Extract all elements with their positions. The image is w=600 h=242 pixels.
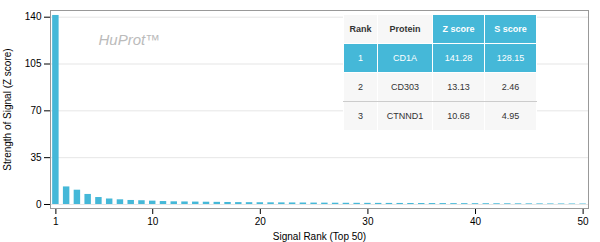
svg-text:0: 0 xyxy=(36,199,42,210)
html-text:Protein: Protein xyxy=(389,24,421,34)
html-text:Z score: Z score xyxy=(442,24,475,34)
svg-text:30: 30 xyxy=(362,216,374,227)
html-text:CD1A: CD1A xyxy=(393,53,417,63)
html-text:4.95: 4.95 xyxy=(501,111,520,121)
html-text:CD303: CD303 xyxy=(391,82,419,92)
html-text:S score: S score xyxy=(494,24,527,34)
html-text:3: 3 xyxy=(358,111,363,121)
svg-text:1: 1 xyxy=(53,216,59,227)
html-text:10.68: 10.68 xyxy=(447,111,470,121)
html-text:CTNND1: CTNND1 xyxy=(386,111,424,121)
html-text:13.13: 13.13 xyxy=(447,82,470,92)
svg-text:Strength of Signal (Z score): Strength of Signal (Z score) xyxy=(2,48,13,170)
svg-text:Signal Rank (Top 50): Signal Rank (Top 50) xyxy=(273,231,366,242)
svg-text:20: 20 xyxy=(255,216,267,227)
html-text:141.28: 141.28 xyxy=(444,53,473,63)
svg-text:40: 40 xyxy=(470,216,482,227)
svg-text:10: 10 xyxy=(147,216,159,227)
html-text:2.46: 2.46 xyxy=(501,82,520,92)
svg-text:105: 105 xyxy=(25,58,42,69)
html-text:1: 1 xyxy=(358,53,363,63)
html-text:Rank: Rank xyxy=(349,24,372,34)
html-text:2: 2 xyxy=(358,82,363,92)
svg-text:50: 50 xyxy=(578,216,590,227)
svg-text:HuProt™: HuProt™ xyxy=(99,31,161,48)
html-text:128.15: 128.15 xyxy=(496,53,525,63)
svg-text:140: 140 xyxy=(25,11,42,22)
svg-text:35: 35 xyxy=(30,152,42,163)
svg-text:70: 70 xyxy=(30,105,42,116)
